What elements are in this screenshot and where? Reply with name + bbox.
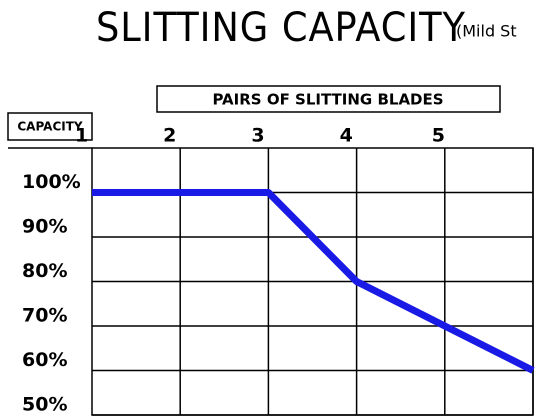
x-tick-label: 4 bbox=[340, 125, 353, 147]
x-tick-label: 3 bbox=[251, 125, 264, 147]
x-axis-label: PAIRS OF SLITTING BLADES bbox=[212, 91, 443, 109]
x-tick-label: 5 bbox=[432, 125, 445, 147]
y-tick-label: 70% bbox=[22, 305, 67, 327]
y-axis-label: CAPACITY bbox=[17, 120, 83, 134]
chart-subtitle: (Mild St bbox=[456, 22, 517, 41]
y-tick-label: 50% bbox=[22, 394, 67, 416]
chart-title: SLITTING CAPACITY bbox=[96, 5, 466, 52]
x-tick-label: 1 bbox=[75, 125, 88, 147]
y-tick-label: 80% bbox=[22, 260, 67, 282]
data-line bbox=[92, 189, 535, 374]
y-tick-label: 100% bbox=[22, 171, 81, 193]
y-tick-label: 60% bbox=[22, 349, 67, 371]
x-tick-label: 2 bbox=[163, 125, 176, 147]
xlabel-box bbox=[156, 85, 501, 113]
ylabel-box bbox=[7, 112, 93, 141]
y-tick-label: 90% bbox=[22, 216, 67, 238]
